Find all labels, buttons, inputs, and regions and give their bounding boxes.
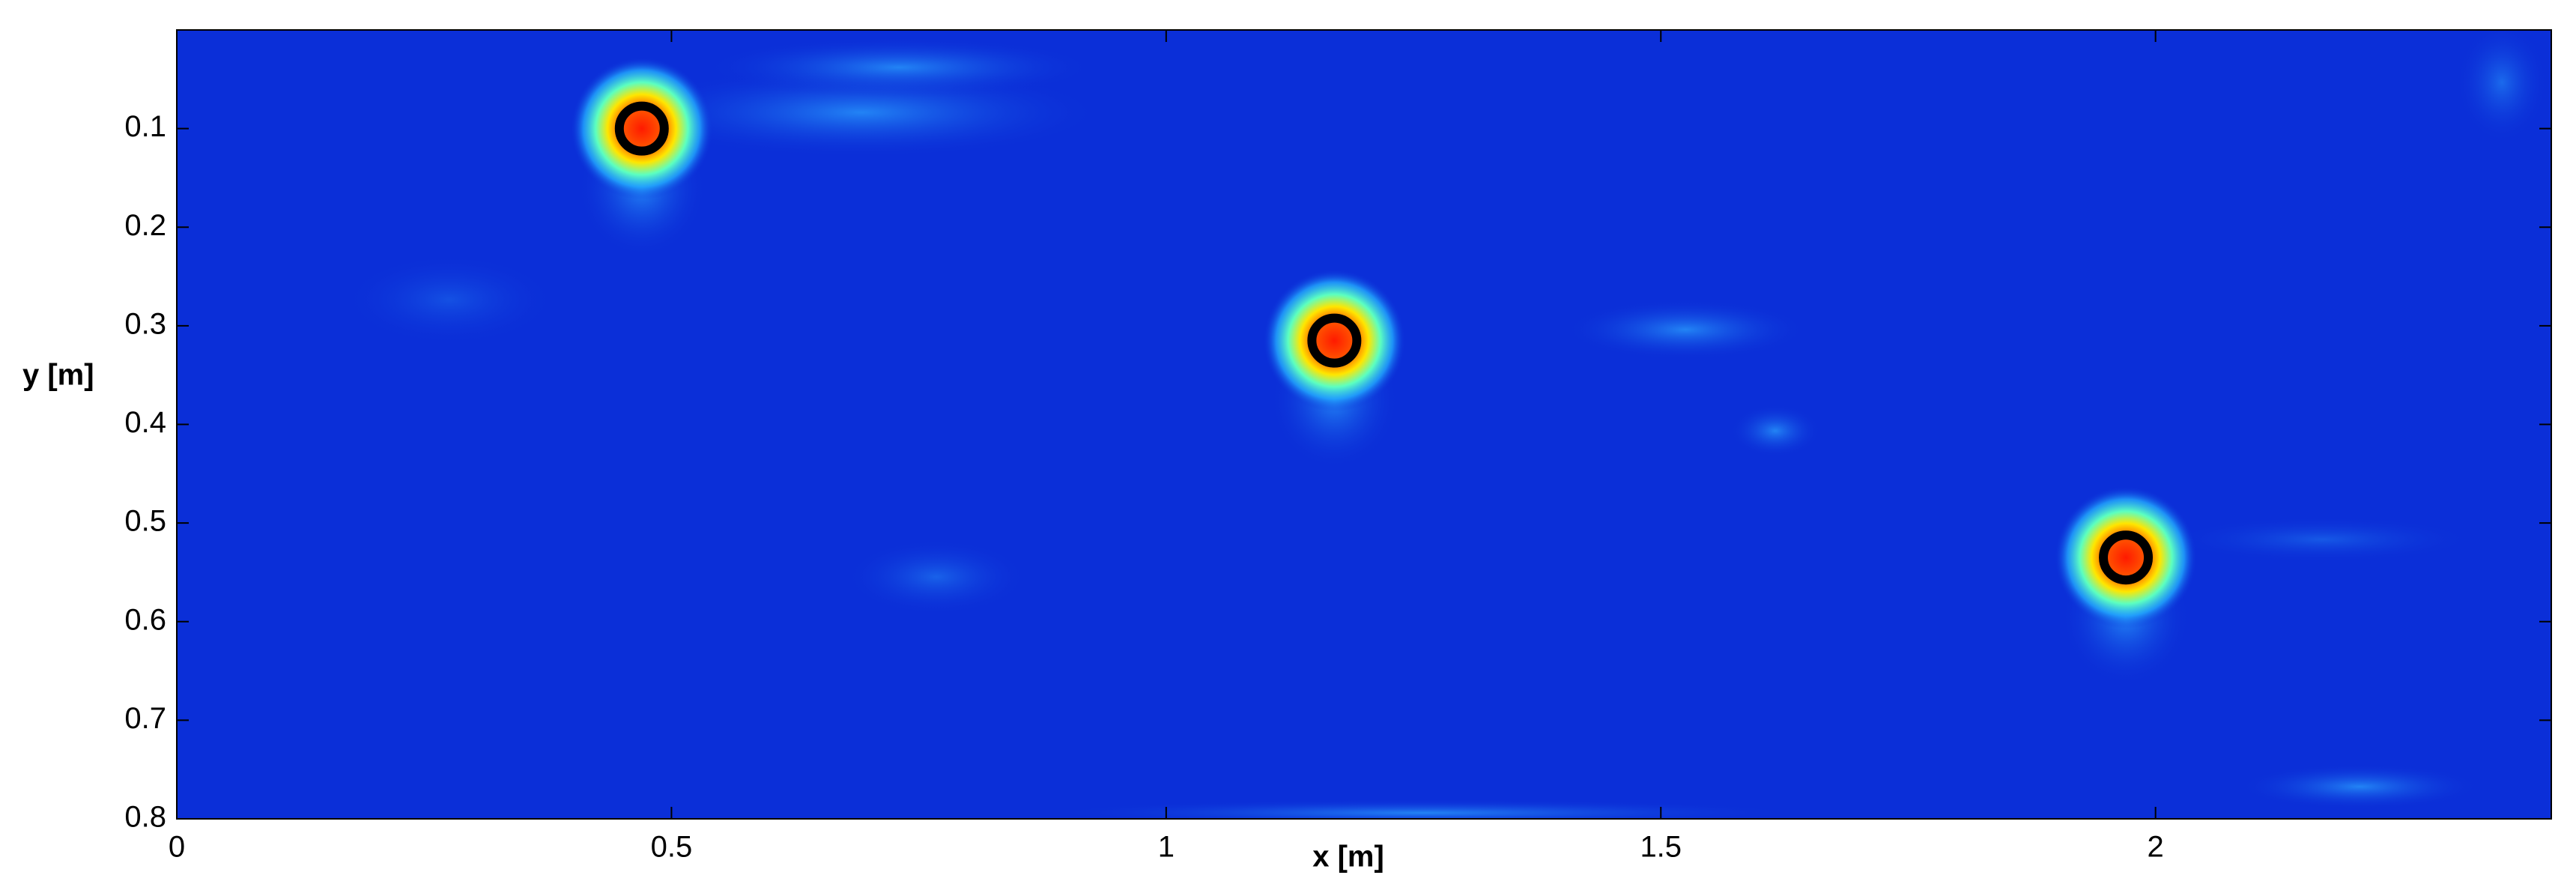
y-tick-label: 0.7 — [124, 702, 166, 735]
target-marker — [1307, 313, 1362, 368]
y-tick-label: 0.5 — [124, 505, 166, 538]
x-tick-label: 0 — [169, 831, 185, 864]
y-axis-label: y [m] — [22, 359, 94, 392]
y-tick-label: 0.2 — [124, 209, 166, 242]
x-tick-label: 1 — [1158, 831, 1175, 864]
hot-spot — [570, 57, 713, 200]
y-tick-label: 0.4 — [124, 406, 166, 439]
hot-spot — [2055, 486, 2198, 629]
y-tick-label: 0.3 — [124, 307, 166, 340]
y-tick-label: 0.1 — [124, 110, 166, 143]
x-axis-label: x [m] — [1312, 841, 1384, 874]
hot-spot — [1263, 269, 1406, 412]
target-marker — [614, 101, 669, 156]
y-tick-label: 0.8 — [124, 801, 166, 834]
x-tick-label: 2 — [2148, 831, 2164, 864]
y-tick-label: 0.6 — [124, 603, 166, 636]
x-tick-label: 1.5 — [1640, 831, 1682, 864]
heatmap-texture — [345, 30, 2547, 819]
target-marker — [2099, 530, 2154, 585]
x-tick-label: 0.5 — [651, 831, 693, 864]
